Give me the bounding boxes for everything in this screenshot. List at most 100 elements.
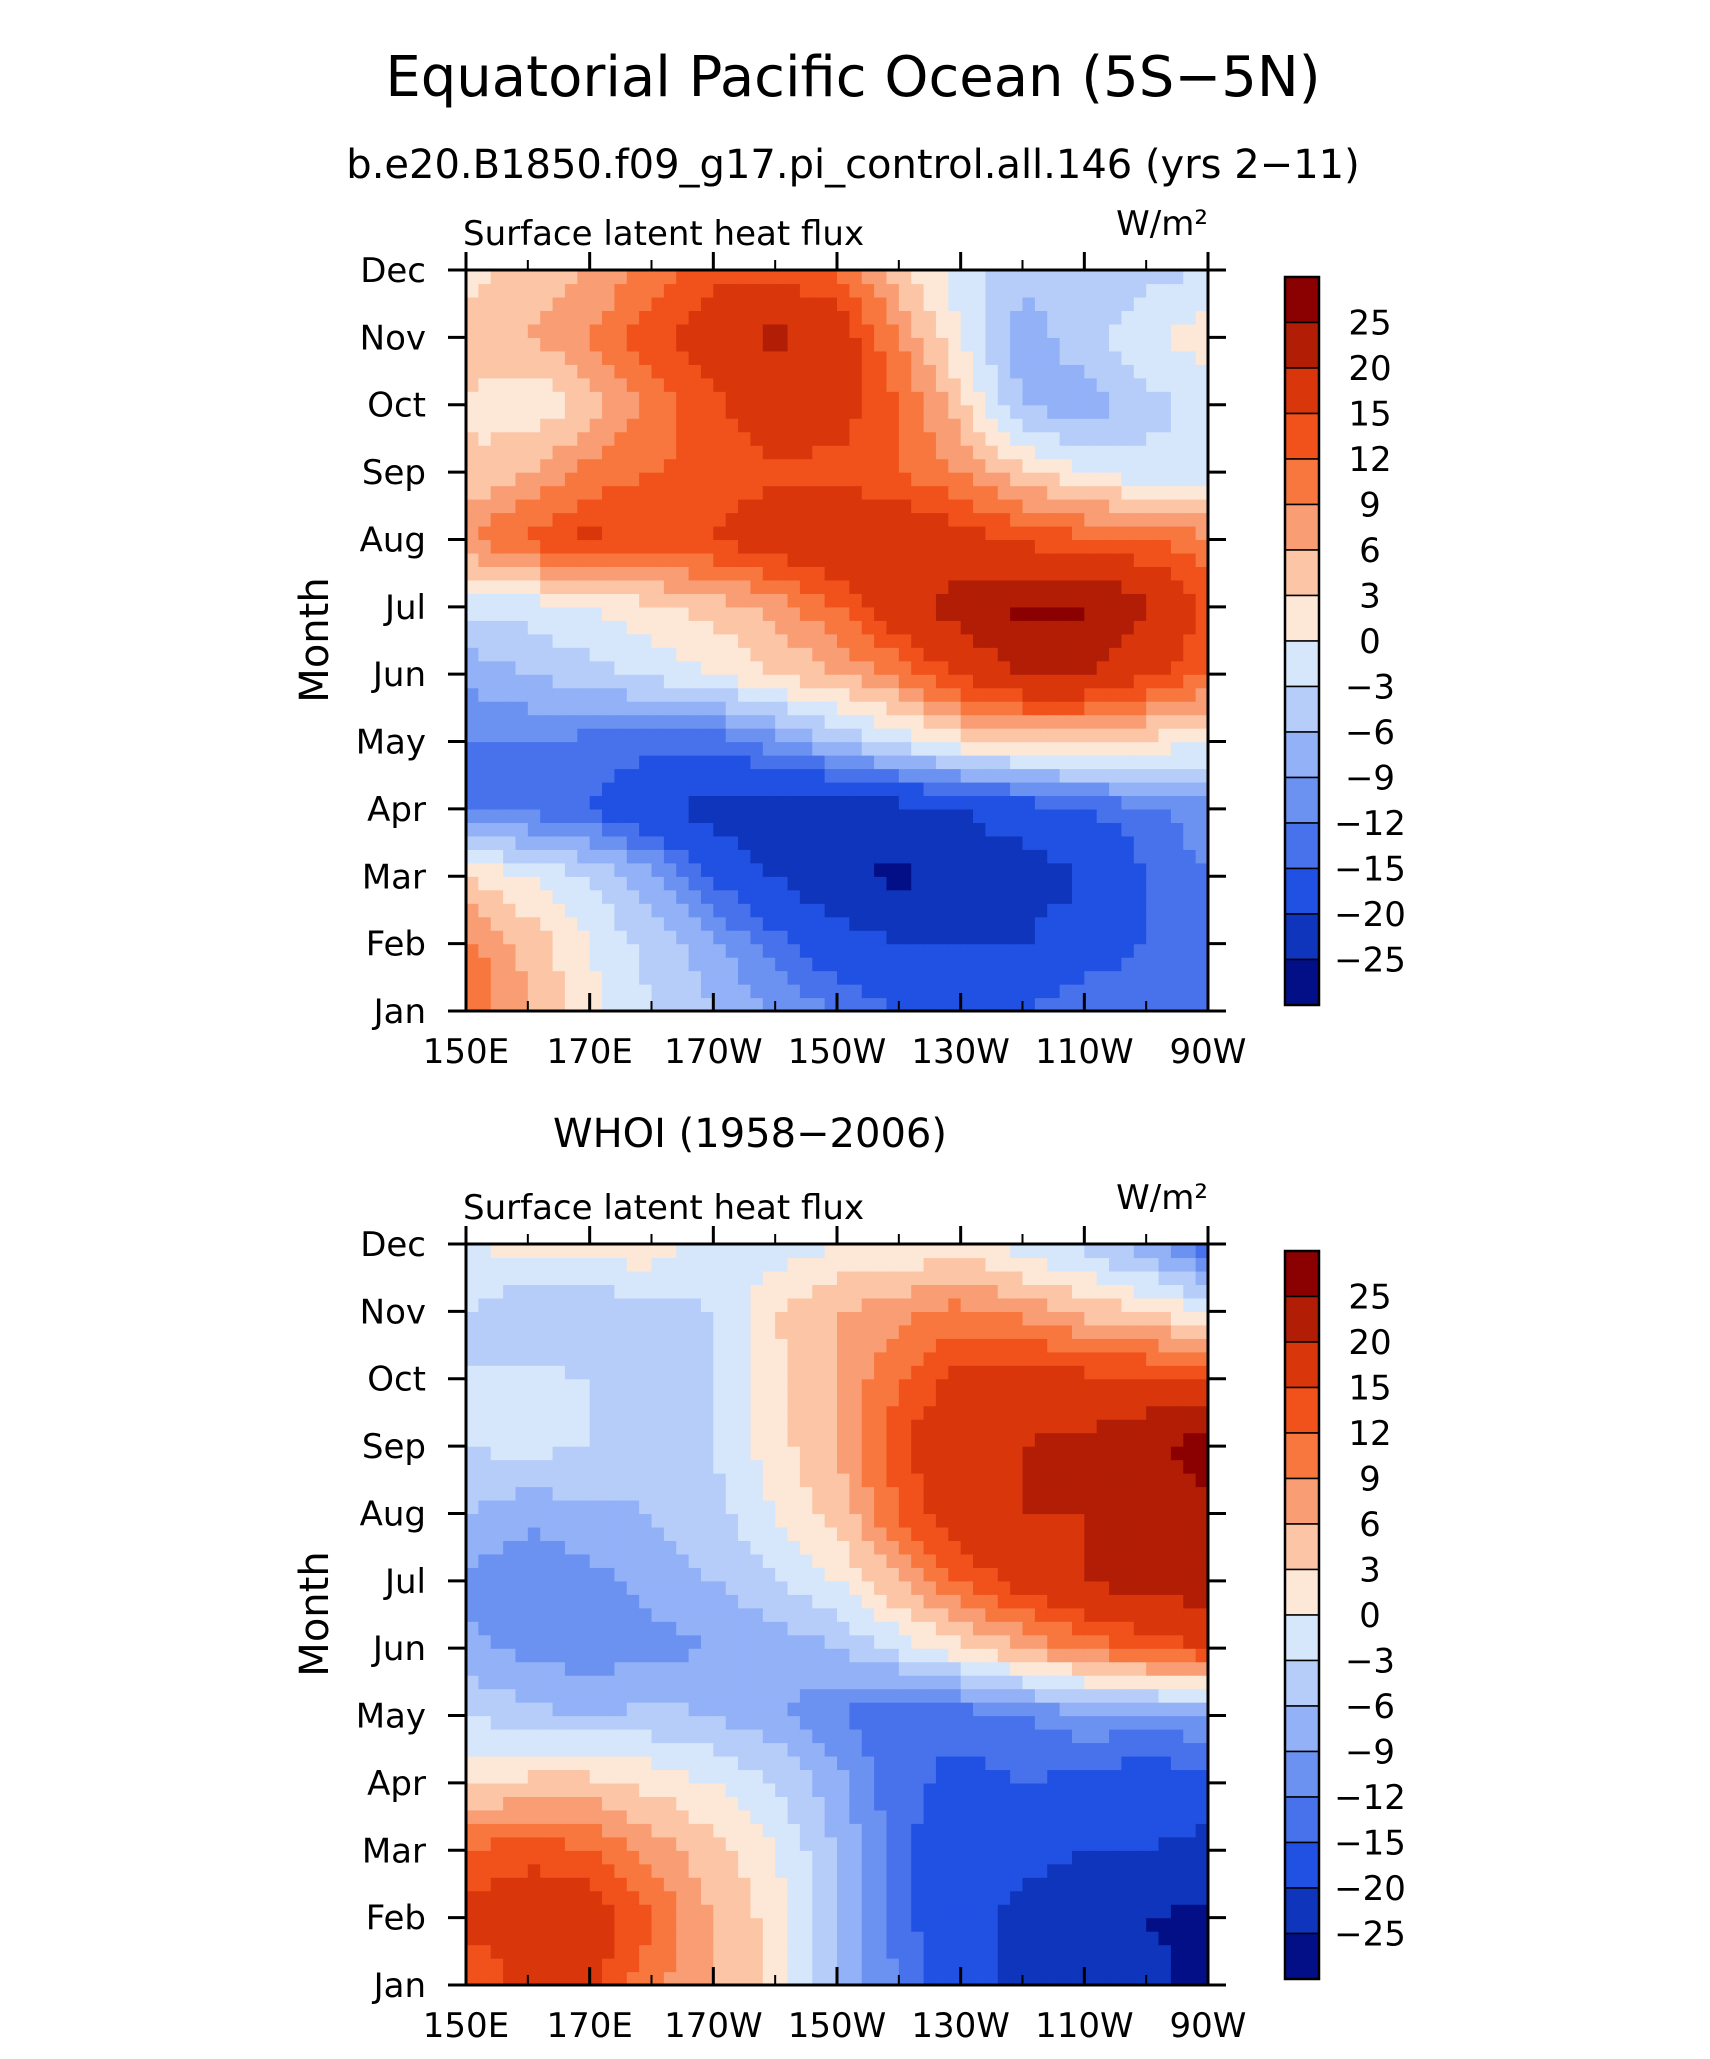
heat-cell: [540, 728, 554, 743]
heat-cell: [775, 808, 789, 823]
heat-cell: [478, 1931, 492, 1946]
heat-cell: [602, 270, 615, 285]
heat-cell: [503, 1850, 517, 1865]
heat-cell: [725, 1675, 739, 1690]
heat-cell: [775, 472, 789, 487]
heat-cell: [837, 741, 850, 756]
heat-cell: [824, 1809, 838, 1824]
heat-cell: [540, 1944, 554, 1959]
heat-cell: [490, 620, 504, 635]
heat-cell: [898, 1836, 912, 1851]
heat-cell: [1047, 431, 1061, 446]
heat-cell: [527, 741, 541, 756]
heat-cell: [1158, 1782, 1172, 1797]
heat-cell: [564, 350, 578, 365]
heat-cell: [874, 984, 888, 999]
heat-cell: [812, 485, 826, 500]
heat-cell: [1059, 296, 1073, 312]
heat-cell: [960, 283, 974, 298]
heat-cell: [602, 310, 615, 325]
heat-cell: [1170, 1836, 1184, 1851]
heat-cell: [490, 431, 504, 446]
heat-cell: [861, 620, 875, 635]
heat-cell: [614, 472, 628, 487]
heat-cell: [1146, 903, 1160, 918]
heat-cell: [503, 296, 517, 312]
heat-cell: [812, 391, 826, 406]
heat-cell: [775, 1688, 789, 1703]
heat-cell: [1096, 1661, 1110, 1676]
heat-cell: [738, 323, 752, 338]
heat-cell: [923, 1904, 937, 1919]
heat-cell: [466, 1931, 479, 1946]
heat-cell: [738, 283, 752, 298]
heat-cell: [973, 1648, 986, 1663]
heat-cell: [1096, 1917, 1110, 1932]
heat-cell: [1084, 606, 1098, 621]
heat-cell: [1034, 701, 1048, 716]
heat-cell: [466, 795, 479, 810]
heat-cell: [626, 552, 640, 567]
heat-cell: [614, 566, 628, 581]
heat-cell: [1071, 512, 1085, 527]
heat-cell: [960, 1769, 974, 1784]
heat-cell: [503, 1796, 517, 1811]
y-tick-label: Jul: [383, 588, 426, 628]
heat-cell: [960, 943, 974, 958]
heat-cell: [1022, 525, 1036, 541]
heat-cell: [1059, 512, 1073, 527]
heat-cell: [639, 1931, 653, 1946]
heat-cell: [973, 728, 986, 743]
heat-cell: [898, 835, 912, 850]
heat-cell: [898, 1809, 912, 1824]
heat-cell: [688, 566, 702, 581]
heat-cell: [874, 606, 888, 621]
heat-cell: [1084, 1755, 1098, 1771]
heat-cell: [700, 418, 714, 433]
heat-cell: [663, 822, 677, 837]
heat-cell: [1022, 876, 1036, 891]
heat-cell: [812, 404, 826, 419]
heat-cell: [799, 1648, 813, 1663]
heat-cell: [1133, 701, 1147, 716]
heat-cell: [1195, 472, 1209, 487]
heat-cell: [1121, 1648, 1135, 1663]
colorbar-swatch: [1284, 367, 1320, 415]
heat-cell: [1195, 445, 1209, 460]
heat-cell: [663, 391, 677, 406]
heat-cell: [503, 1809, 517, 1824]
heat-cell: [1010, 1782, 1024, 1797]
heat-cell: [837, 1877, 850, 1892]
heat-cell: [713, 930, 727, 945]
heat-cell: [1133, 1688, 1147, 1703]
heat-cell: [540, 755, 554, 770]
heat-cell: [1195, 1661, 1209, 1676]
axes-1: 150E 170E 170W 150W 130W 110W 90WJanFebMarAprM…: [356, 251, 1247, 1072]
heat-cell: [1010, 458, 1024, 473]
heat-cell: [973, 957, 986, 972]
heat-cell: [1195, 1917, 1209, 1932]
heat-cell: [626, 499, 640, 514]
heat-cell: [602, 1850, 615, 1865]
heat-cell: [713, 849, 727, 864]
heat-cell: [503, 620, 517, 635]
heat-cell: [1059, 445, 1073, 460]
heat-cell: [1084, 903, 1098, 918]
heat-cell: [861, 889, 875, 904]
heat-cell: [676, 1836, 690, 1851]
heat-cell: [923, 795, 937, 810]
heat-cell: [1096, 1809, 1110, 1824]
heat-cell: [1010, 296, 1024, 312]
heat-cell: [577, 876, 591, 891]
heat-cell: [663, 1729, 677, 1744]
heat-cell: [923, 701, 937, 716]
heat-cell: [713, 1971, 727, 1986]
heat-cell: [762, 930, 776, 945]
heat-cell: [787, 1877, 801, 1892]
heat-cell: [614, 957, 628, 972]
heat-cell: [1047, 997, 1061, 1012]
heat-cell: [948, 377, 962, 392]
heat-cell: [676, 1904, 690, 1919]
heat-cell: [750, 660, 764, 675]
heat-cell: [997, 525, 1011, 541]
